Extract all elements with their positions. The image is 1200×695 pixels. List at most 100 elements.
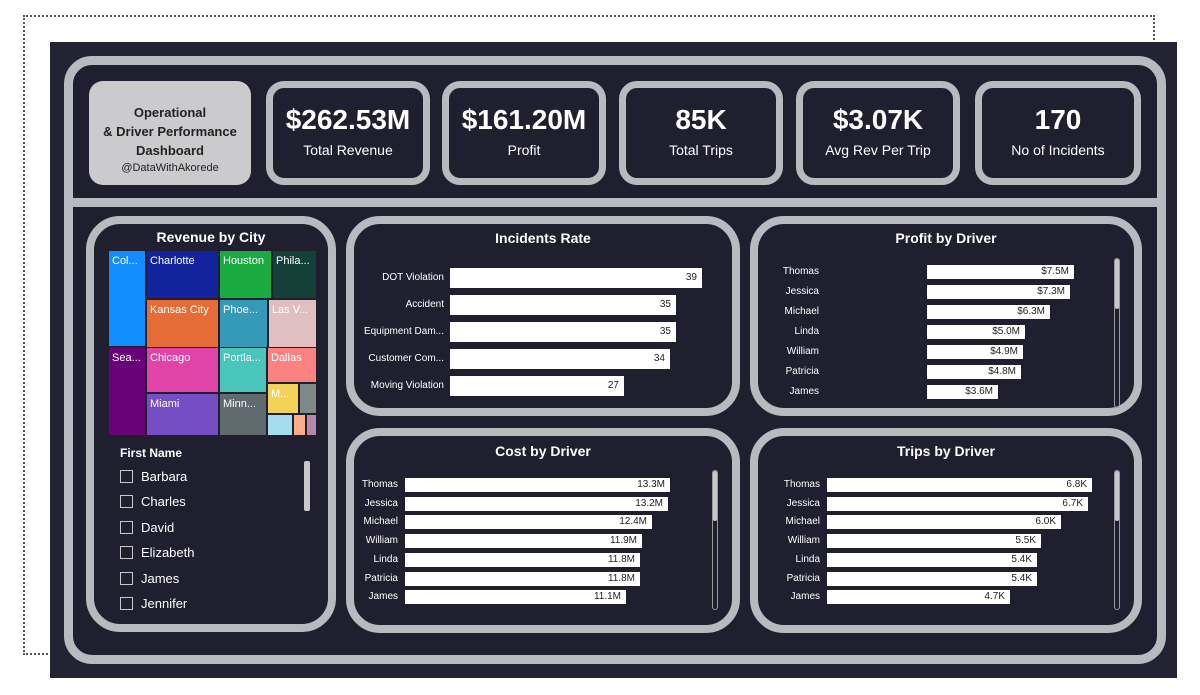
scroll-thumb[interactable] (1115, 259, 1119, 309)
bar[interactable] (927, 365, 1021, 379)
category-label: Patricia (785, 366, 819, 377)
scroll-thumb[interactable] (713, 471, 717, 521)
data-label: 5.4K (1011, 553, 1032, 565)
checkbox[interactable] (120, 546, 133, 559)
bar[interactable] (405, 552, 640, 567)
scroll-thumb[interactable] (1115, 471, 1119, 521)
revenue-by-city-title: Revenue by City (156, 229, 266, 245)
treemap-tile[interactable]: Miami (146, 393, 219, 436)
slicer-item-label: Elizabeth (141, 545, 195, 560)
data-label: 13.3M (637, 479, 665, 490)
bar[interactable] (450, 376, 624, 396)
profit-scrollbar[interactable] (1114, 258, 1120, 408)
bar[interactable] (827, 571, 1037, 586)
bar[interactable] (405, 534, 642, 549)
title-line-2: & Driver Performance (103, 124, 237, 139)
data-label: 27 (607, 380, 619, 391)
slicer-scrollbar[interactable] (304, 461, 310, 511)
slicer-item-label: David (141, 520, 175, 535)
treemap-tile[interactable]: Minn... (219, 393, 267, 436)
data-label: 11.1M (593, 591, 621, 603)
incidents-rate-title: Incidents Rate (495, 230, 591, 246)
treemap-tile[interactable]: Charlotte (146, 250, 219, 299)
slicer-item[interactable]: Jennifer (120, 596, 187, 611)
bar[interactable] (827, 552, 1037, 567)
treemap-tile[interactable]: Dallas (267, 347, 317, 383)
treemap-tile[interactable] (306, 414, 317, 436)
data-label: $4.9M (990, 346, 1018, 357)
checkbox[interactable] (120, 572, 133, 585)
kpi-no-of-incidents[interactable]: 170 No of Incidents (975, 81, 1141, 185)
bar[interactable] (450, 268, 702, 288)
treemap-tile[interactable]: Sea... (108, 347, 146, 436)
category-label: Accident (405, 299, 444, 310)
bar[interactable] (405, 571, 640, 586)
bar[interactable] (405, 515, 652, 530)
category-label: Patricia (364, 572, 398, 584)
category-label: Michael (363, 516, 398, 528)
bar[interactable] (827, 496, 1088, 511)
kpi-avg-rev-per-trip[interactable]: $3.07K Avg Rev Per Trip (796, 81, 960, 185)
bar[interactable] (927, 385, 998, 399)
bar[interactable] (827, 534, 1041, 549)
data-label: 35 (659, 326, 671, 337)
treemap-tile[interactable]: Phila... (272, 250, 317, 299)
bar[interactable] (927, 305, 1050, 319)
slicer-item[interactable]: James (120, 571, 179, 586)
slicer-item[interactable]: Elizabeth (120, 545, 194, 560)
bar[interactable] (450, 322, 676, 342)
category-label: Equipment Dam... (363, 326, 444, 337)
checkbox[interactable] (120, 495, 133, 508)
category-label: Patricia (786, 572, 820, 584)
bar[interactable] (827, 590, 1010, 605)
category-label: Michael (784, 306, 819, 317)
bar[interactable] (405, 496, 668, 511)
treemap-tile[interactable]: Houston (219, 250, 272, 299)
slicer-item[interactable]: Charles (120, 494, 186, 509)
treemap-tile[interactable] (293, 414, 306, 436)
bar[interactable] (827, 515, 1061, 530)
bar[interactable] (405, 478, 670, 492)
bar[interactable] (927, 325, 1025, 339)
treemap-tile[interactable]: Kansas City (146, 299, 219, 348)
checkbox[interactable] (120, 470, 133, 483)
kpi-label: Profit (507, 142, 541, 158)
bar[interactable] (405, 590, 626, 605)
profit-by-driver-title: Profit by Driver (895, 230, 997, 246)
kpi-label: No of Incidents (1011, 142, 1105, 158)
cost-scrollbar[interactable] (712, 470, 718, 610)
bar[interactable] (450, 349, 670, 369)
treemap-tile[interactable]: Chicago (146, 347, 219, 393)
treemap-tile[interactable]: Phoe... (219, 299, 268, 348)
bar[interactable] (827, 478, 1092, 492)
bar[interactable] (927, 345, 1023, 359)
category-label: Thomas (783, 479, 820, 490)
treemap-tile[interactable] (299, 383, 317, 414)
bar[interactable] (927, 265, 1074, 279)
data-label: $7.3M (1037, 286, 1065, 297)
treemap-tile[interactable]: Portla... (219, 347, 267, 393)
kpi-total-revenue[interactable]: $262.53M Total Revenue (266, 81, 430, 185)
kpi-profit[interactable]: $161.20M Profit (442, 81, 606, 185)
data-label: $3.6M (965, 386, 993, 397)
treemap-tile[interactable]: M... (267, 383, 299, 414)
slicer-item[interactable]: Barbara (120, 469, 187, 484)
slicer-item[interactable]: David (120, 520, 174, 535)
category-label: Thomas (361, 479, 398, 490)
treemap-tile[interactable]: Col... (108, 250, 146, 347)
dashboard-title-card: Operational & Driver Performance Dashboa… (89, 81, 251, 185)
bar[interactable] (927, 285, 1070, 299)
checkbox[interactable] (120, 521, 133, 534)
data-label: 34 (653, 353, 665, 364)
category-label: DOT Violation (382, 272, 444, 283)
checkbox[interactable] (120, 597, 133, 610)
kpi-label: Avg Rev Per Trip (825, 142, 931, 158)
data-label: 6.8K (1066, 479, 1087, 490)
data-label: 4.7K (984, 591, 1005, 603)
kpi-total-trips[interactable]: 85K Total Trips (619, 81, 783, 185)
bar[interactable] (450, 295, 676, 315)
category-label: James (789, 386, 819, 397)
treemap-tile[interactable]: Las V... (268, 299, 317, 348)
treemap-tile[interactable] (267, 414, 293, 436)
trips-scrollbar[interactable] (1114, 470, 1120, 610)
